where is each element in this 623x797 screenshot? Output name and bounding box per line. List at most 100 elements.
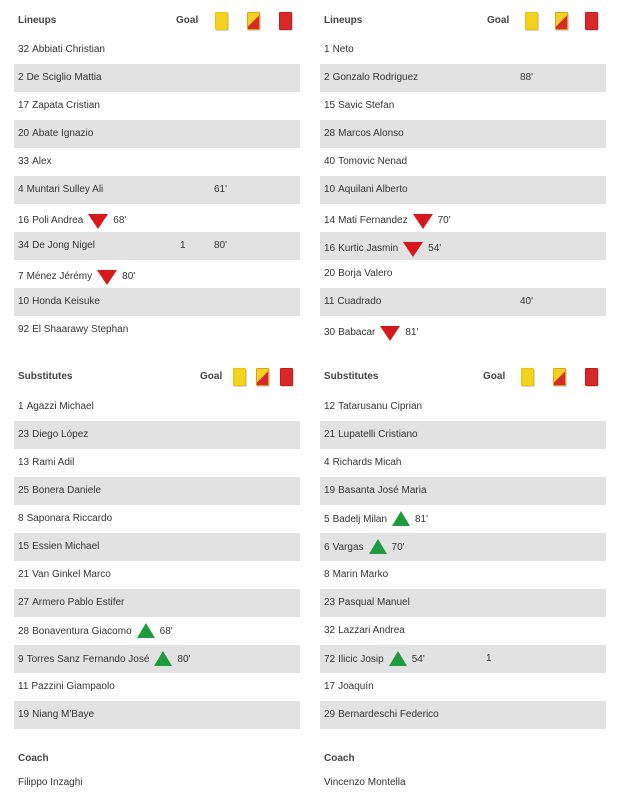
sub-off-arrow-icon [412,214,433,229]
player-row: 15 Essien Michael [14,533,300,561]
sub-on-minute: 70' [391,542,405,553]
player-name: De Jong Nigel [32,240,95,251]
player-name: Neto [332,44,354,55]
player-number: 1 [18,401,24,412]
player-number: 9 [18,654,24,665]
player-row: 23 Pasqual Manuel [320,589,606,617]
sub-off-arrow-icon [380,326,401,341]
player-name-cell: 92 El Shaarawy Stephan [18,324,128,335]
away-lineups-header: Lineups Goal [320,12,606,32]
player-row: 19 Basanta José Maria [320,477,606,505]
player-row: 21 Van Ginkel Marco [14,561,300,589]
player-name: Rami Adil [32,457,75,468]
player-name-cell: 33 Alex [18,156,52,167]
player-row: 12 Tatarusanu Ciprian [320,393,606,421]
substitution-out: 81' [380,324,418,341]
yellow-card-minute: 61' [214,184,228,195]
player-number: 25 [18,485,30,496]
goal-column-label: Goal [483,371,506,382]
player-name: Alex [32,156,52,167]
player-row: 11 Pazzini Giampaolo [14,673,300,701]
player-row: 1 Agazzi Michael [14,393,300,421]
player-name: Cuadrado [337,296,382,307]
player-name: Vargas [332,542,364,553]
player-number: 23 [324,597,336,608]
player-row: 4 Richards Micah [320,449,606,477]
player-number: 27 [18,597,30,608]
player-name: Ilicic Josip [338,654,384,665]
player-row: 7 Ménez Jérémy 80' [14,260,300,288]
player-number: 28 [324,128,336,139]
player-name: De Sciglio Mattia [26,72,102,83]
player-name-cell: 21 Lupatelli Cristiano [324,429,418,440]
section-title: Lineups [324,15,363,26]
player-row: 16 Poli Andrea 68' [14,204,300,232]
yellow-card-icon [521,368,534,386]
goal-column-label: Goal [487,15,510,26]
substitution-in: 81' [392,511,428,526]
player-row: 28 Marcos Alonso [320,120,606,148]
player-name-cell: 16 Kurtic Jasmin 54' [324,240,441,257]
player-row: 28 Bonaventura Giacomo 68' [14,617,300,645]
substitution-out: 70' [412,212,451,229]
player-name-cell: 4 Muntari Sulley Ali [18,184,103,195]
player-number: 21 [324,429,336,440]
player-number: 40 [324,156,336,167]
player-number: 4 [324,457,330,468]
player-number: 2 [18,72,24,83]
player-number: 21 [18,569,30,580]
player-name: Abate Ignazio [32,128,94,139]
player-name-cell: 29 Bernardeschi Federico [324,709,439,720]
player-name: Diego López [32,429,89,440]
player-name: Babacar [338,327,376,338]
yellow-card-minute: 80' [214,240,228,251]
section-title: Substitutes [18,371,73,382]
player-row: 19 Niang M'Baye [14,701,300,729]
player-row: 8 Marin Marko [320,561,606,589]
sub-on-minute: 80' [177,654,191,665]
player-number: 7 [18,271,24,282]
player-name: Honda Keisuke [32,296,100,307]
yellow-card-icon [525,12,538,30]
player-number: 15 [324,100,336,111]
player-name: El Shaarawy Stephan [32,324,129,335]
player-number: 20 [18,128,30,139]
player-name: Gonzalo Rodriguez [332,72,419,83]
player-name: Kurtic Jasmin [338,243,399,254]
substitution-out: 68' [88,212,126,229]
player-name-cell: 7 Ménez Jérémy 80' [18,268,135,285]
player-name-cell: 28 Marcos Alonso [324,128,404,139]
player-name: Ménez Jérémy [26,271,93,282]
player-name-cell: 40 Tomovic Nenad [324,156,407,167]
player-name-cell: 17 Joaquín [324,681,374,692]
player-number: 92 [18,324,30,335]
player-name-cell: 32 Abbiati Christian [18,44,105,55]
player-row: 2 De Sciglio Mattia [14,64,300,92]
player-name-cell: 23 Diego López [18,429,88,440]
sub-off-minute: 68' [113,215,127,226]
player-row: 30 Babacar 81' [320,316,606,344]
sub-on-minute: 54' [411,654,425,665]
player-name: Bonaventura Giacomo [32,626,132,637]
player-number: 72 [324,654,336,665]
player-row: 29 Bernardeschi Federico [320,701,606,729]
player-number: 10 [324,184,336,195]
player-name-cell: 16 Poli Andrea 68' [18,212,126,229]
section-title: Lineups [18,15,57,26]
player-name-cell: 10 Honda Keisuke [18,296,100,307]
player-name-cell: 6 Vargas 70' [324,539,405,554]
player-name-cell: 25 Bonera Daniele [18,485,101,496]
player-number: 1 [324,44,330,55]
player-row: 33 Alex [14,148,300,176]
sub-off-minute: 81' [405,327,419,338]
player-row: 21 Lupatelli Cristiano [320,421,606,449]
substitution-in: 54' [388,651,425,666]
player-name-cell: 15 Essien Michael [18,541,99,552]
player-row: 10 Aquilani Alberto [320,176,606,204]
player-name: Bonera Daniele [32,485,102,496]
player-name-cell: 28 Bonaventura Giacomo 68' [18,623,173,638]
player-number: 14 [324,215,336,226]
player-row: 23 Diego López [14,421,300,449]
red-card-icon [585,12,598,30]
player-number: 12 [324,401,336,412]
